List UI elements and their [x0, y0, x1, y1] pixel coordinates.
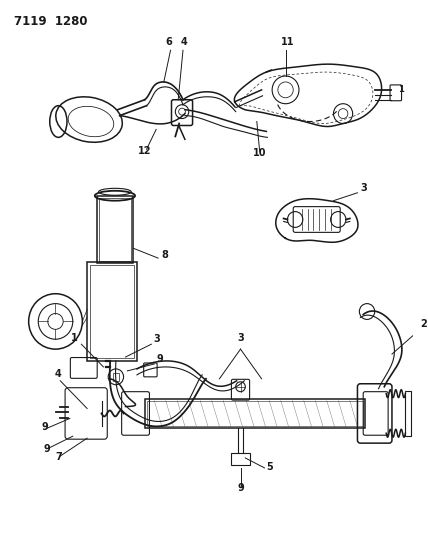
Text: 6: 6: [165, 37, 172, 47]
Text: 2: 2: [420, 319, 427, 329]
Text: 1: 1: [71, 333, 77, 343]
Bar: [231, 453, 250, 465]
Text: 3: 3: [360, 183, 367, 193]
Bar: [113, 373, 119, 381]
Text: 4: 4: [55, 369, 62, 379]
Text: 9: 9: [237, 483, 244, 492]
Text: 10: 10: [253, 148, 266, 158]
Bar: [146, 401, 363, 426]
Bar: [145, 399, 365, 429]
Bar: [405, 391, 411, 436]
Text: 8: 8: [161, 250, 168, 260]
Text: 11: 11: [281, 37, 294, 47]
Text: 7: 7: [55, 452, 62, 462]
Text: 3: 3: [237, 333, 244, 343]
Bar: [97, 196, 133, 263]
Text: 9: 9: [42, 422, 48, 432]
Text: 9: 9: [156, 354, 163, 364]
Text: 5: 5: [266, 462, 273, 472]
Bar: [87, 262, 137, 361]
Bar: [98, 198, 131, 261]
Text: 7119  1280: 7119 1280: [14, 14, 88, 28]
Bar: [90, 265, 134, 358]
Text: 1: 1: [398, 85, 404, 94]
Text: 12: 12: [138, 146, 152, 156]
Text: 4: 4: [181, 37, 187, 47]
Text: 3: 3: [153, 334, 160, 344]
Text: 9: 9: [44, 444, 50, 454]
